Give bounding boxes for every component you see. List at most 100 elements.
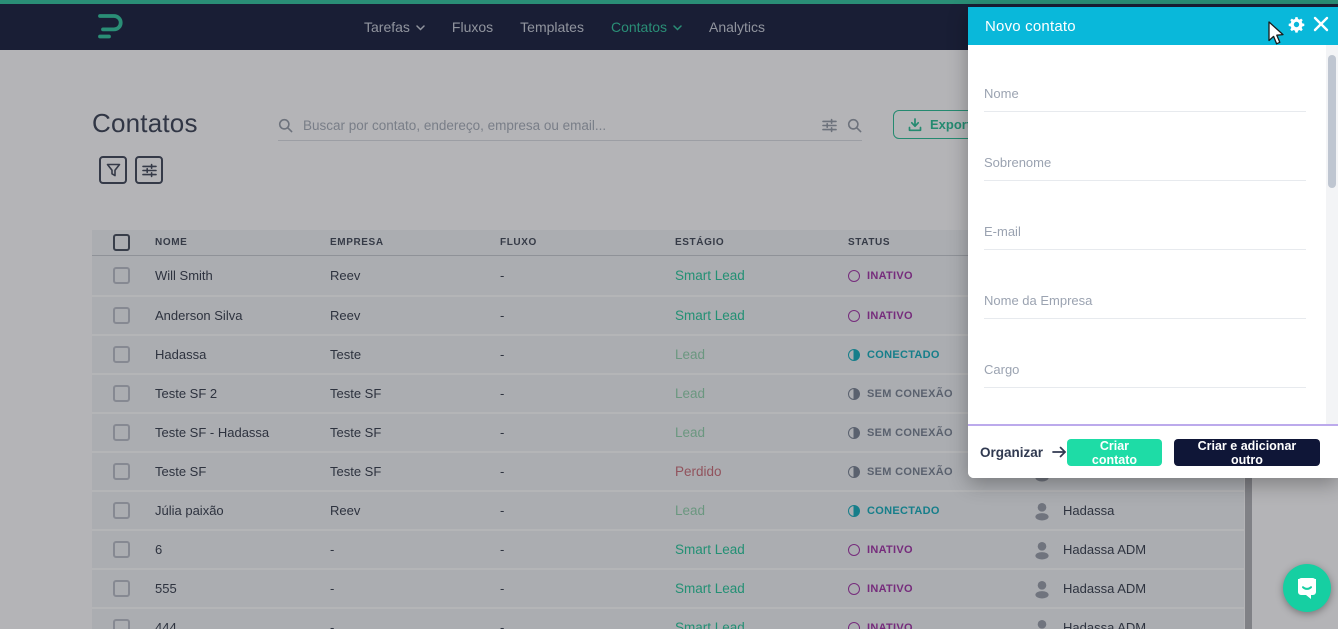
status-label: INATIVO (867, 621, 913, 629)
contact-status: SEM CONEXÃO (848, 465, 1030, 478)
avatar-icon (1030, 577, 1054, 601)
text-input[interactable] (984, 155, 1306, 170)
column-settings-button[interactable] (135, 156, 163, 184)
row-checkbox[interactable] (113, 267, 130, 284)
contact-stage: Smart Lead (675, 308, 745, 323)
download-icon (908, 117, 922, 132)
text-input[interactable] (984, 224, 1306, 239)
contact-company: Teste SF (330, 425, 382, 440)
status-icon (848, 504, 860, 517)
contact-flow: - (500, 464, 505, 479)
contact-name: 444 (155, 620, 177, 629)
contact-flow: - (500, 542, 505, 557)
panel-scrollbar-track[interactable] (1326, 45, 1338, 424)
status-icon (848, 348, 860, 361)
nav-item-analytics[interactable]: Analytics (709, 19, 765, 35)
contact-company: Teste SF (330, 386, 382, 401)
contact-company: - (330, 620, 335, 629)
table-row[interactable]: 555 - - Smart Lead INATIVO Hadassa ADM (92, 568, 1244, 607)
create-contact-button[interactable]: Criar contato (1067, 438, 1162, 467)
contact-name: 6 (155, 542, 163, 557)
nav-item-contatos[interactable]: Contatos (611, 19, 682, 35)
panel-title: Novo contato (985, 17, 1076, 35)
row-checkbox[interactable] (113, 502, 130, 519)
column-header-empresa: EMPRESA (330, 237, 384, 248)
new-contact-panel: Novo contato Organizar (968, 7, 1338, 478)
contact-name: Teste SF 2 (155, 386, 218, 401)
select-all-checkbox[interactable] (113, 234, 130, 251)
contact-status: SEM CONEXÃO (848, 387, 1030, 400)
contact-flow: - (500, 620, 505, 629)
owner-name: Hadassa ADM (1063, 542, 1147, 557)
gear-icon[interactable] (1288, 16, 1305, 33)
contact-stage: Lead (675, 425, 706, 440)
status-icon (848, 465, 860, 478)
panel-scrollbar-thumb[interactable] (1328, 55, 1336, 188)
contact-flow: - (500, 308, 505, 323)
contact-stage: Smart Lead (675, 542, 745, 557)
column-header-nome: NOME (155, 237, 188, 248)
organize-link[interactable]: Organizar (980, 445, 1067, 460)
row-checkbox[interactable] (113, 346, 130, 363)
row-checkbox[interactable] (113, 307, 130, 324)
column-header-fluxo: FLUXO (500, 237, 537, 248)
contact-company: Reev (330, 268, 361, 283)
form-field (984, 154, 1306, 181)
status-label: SEM CONEXÃO (867, 387, 953, 400)
search-input[interactable] (303, 117, 812, 133)
row-checkbox[interactable] (113, 385, 130, 402)
nav-item-tarefas[interactable]: Tarefas (364, 19, 425, 35)
chat-launcher-button[interactable] (1283, 564, 1331, 612)
contact-company: - (330, 581, 335, 596)
row-checkbox[interactable] (113, 541, 130, 558)
filter-funnel-button[interactable] (99, 156, 127, 184)
nav-item-templates[interactable]: Templates (520, 19, 584, 35)
avatar-icon (1030, 538, 1054, 562)
contact-company: Teste SF (330, 464, 382, 479)
create-and-add-another-button[interactable]: Criar e adicionar outro (1173, 438, 1320, 467)
text-input[interactable] (984, 362, 1306, 377)
avatar-icon (1030, 499, 1054, 523)
row-checkbox[interactable] (113, 463, 130, 480)
contact-flow: - (500, 347, 505, 362)
nav-menu: Tarefas Fluxos Templates Contatos Analyt… (364, 4, 765, 50)
contact-stage: Perdido (675, 464, 722, 479)
contact-company: Teste (330, 347, 362, 362)
table-row[interactable]: Júlia paixão Reev - Lead CONECTADO Hadas… (92, 490, 1244, 529)
contact-owner: Hadassa ADM (1030, 538, 1244, 562)
row-checkbox[interactable] (113, 619, 130, 629)
nav-item-fluxos[interactable]: Fluxos (452, 19, 493, 35)
close-icon[interactable] (1313, 16, 1329, 32)
status-label: SEM CONEXÃO (867, 426, 953, 439)
status-label: CONECTADO (867, 348, 940, 361)
submit-search-icon[interactable] (847, 118, 862, 133)
search-bar (278, 110, 862, 141)
organize-label: Organizar (980, 444, 1044, 460)
contact-stage: Smart Lead (675, 581, 745, 596)
contact-status: INATIVO (848, 582, 1030, 595)
row-checkbox[interactable] (113, 424, 130, 441)
status-icon (848, 426, 860, 439)
text-input[interactable] (984, 293, 1306, 308)
table-row[interactable]: 6 - - Smart Lead INATIVO Hadassa ADM (92, 529, 1244, 568)
panel-footer: Organizar Criar contato Criar e adiciona… (968, 424, 1338, 478)
panel-header: Novo contato (968, 7, 1338, 45)
contact-name: Anderson Silva (155, 308, 243, 323)
contact-status: INATIVO (848, 621, 1030, 629)
text-input[interactable] (984, 86, 1306, 101)
nav-item-label: Tarefas (364, 19, 410, 35)
contact-stage: Lead (675, 347, 706, 362)
status-label: INATIVO (867, 543, 913, 556)
status-icon (848, 543, 860, 556)
status-icon (848, 621, 860, 629)
page-title: Contatos (92, 108, 198, 138)
owner-name: Hadassa (1063, 503, 1115, 518)
row-checkbox[interactable] (113, 580, 130, 597)
advanced-filters-icon[interactable] (822, 118, 837, 133)
form-field (984, 361, 1306, 388)
contact-status: CONECTADO (848, 348, 1030, 361)
contact-owner: Hadassa (1030, 499, 1244, 523)
reev-logo-icon[interactable] (90, 11, 130, 46)
form-field (984, 223, 1306, 250)
table-row[interactable]: 444 - - Smart Lead INATIVO Hadassa ADM (92, 607, 1244, 629)
